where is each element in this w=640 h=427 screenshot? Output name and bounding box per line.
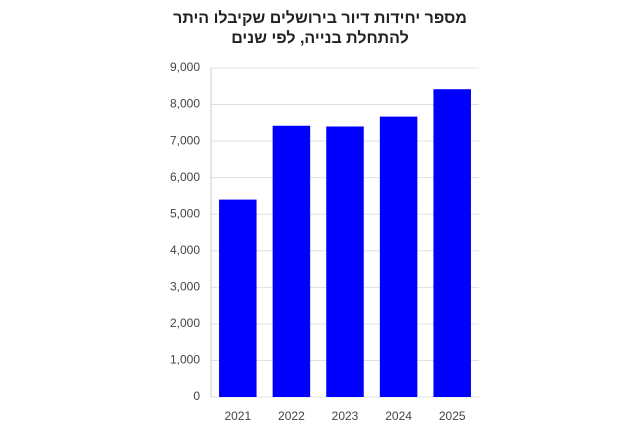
y-tick-label: 5,000 <box>170 206 200 220</box>
x-tick-label: 2024 <box>385 409 412 423</box>
y-tick-label: 3,000 <box>170 280 200 294</box>
y-tick-label: 1,000 <box>170 353 200 367</box>
bar <box>326 126 364 397</box>
y-tick-label: 8,000 <box>170 97 200 111</box>
y-tick-label: 2,000 <box>170 316 200 330</box>
bar <box>219 199 257 397</box>
x-tick-label: 2021 <box>224 409 251 423</box>
y-tick-label: 7,000 <box>170 133 200 147</box>
y-tick-label: 6,000 <box>170 170 200 184</box>
chart-title: להתחלת בנייה, לפי שנים <box>231 29 409 47</box>
bar <box>433 89 471 398</box>
y-tick-label: 9,000 <box>170 60 200 74</box>
x-tick-label: 2023 <box>332 409 359 423</box>
y-tick-label: 0 <box>193 389 200 403</box>
bar <box>272 125 311 397</box>
chart-title: מספר יחידות דיור בירושלים שקיבלו היתר <box>173 9 467 27</box>
bar <box>379 116 418 397</box>
y-tick-label: 4,000 <box>170 243 200 257</box>
x-tick-label: 2022 <box>278 409 305 423</box>
x-tick-label: 2025 <box>439 409 466 423</box>
